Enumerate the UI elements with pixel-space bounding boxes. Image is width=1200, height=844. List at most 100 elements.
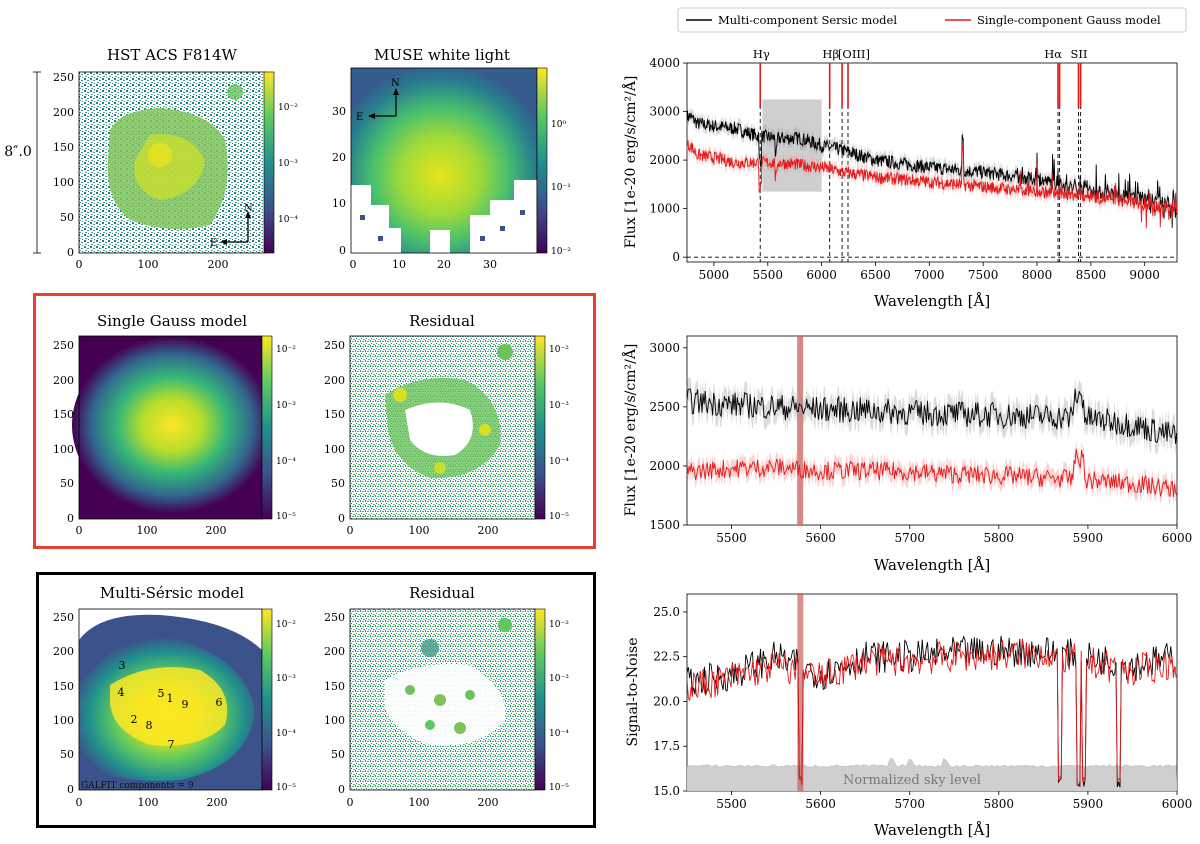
panel-sersic-model: Multi-Sérsic model 3 4 5 1 9 6 2 8 7 GAL… bbox=[53, 584, 296, 809]
spec1-ytick-3: 3000 bbox=[649, 105, 680, 119]
sersic-model-ytick-2: 100 bbox=[53, 714, 74, 727]
gauss-model-cbar-tick-0: 10⁻² bbox=[276, 345, 296, 355]
sersic-residual-cbar-tick-0: 10⁻² bbox=[549, 620, 569, 630]
sersic-model-cbar-tick-3: 10⁻⁵ bbox=[276, 783, 296, 793]
sersic-components: 3 4 5 1 9 6 2 8 7 bbox=[118, 659, 223, 751]
spec2-ytick-3: 3000 bbox=[649, 341, 680, 355]
component-label-2: 2 bbox=[131, 713, 138, 726]
hst-title: HST ACS F814W bbox=[107, 46, 238, 64]
spec1-ytick-4: 4000 bbox=[649, 56, 680, 70]
muse-compass-north: N bbox=[391, 78, 400, 89]
component-label-7: 7 bbox=[168, 738, 175, 751]
muse-cbar-tick-1: 10⁻¹ bbox=[551, 183, 571, 193]
muse-compass-east: E bbox=[356, 112, 363, 123]
spec2-xlabel: Wavelength [Å] bbox=[874, 556, 990, 574]
sersic-model-xtick-0: 0 bbox=[76, 796, 83, 809]
spec1-sersic-band bbox=[687, 104, 1177, 234]
hst-xtick-2: 200 bbox=[208, 258, 229, 271]
spec1-ytick-1: 1000 bbox=[649, 202, 680, 216]
muse-ytick-0: 0 bbox=[339, 244, 346, 257]
hst-ytick-3: 150 bbox=[53, 141, 74, 154]
spec2-xtick-1: 5600 bbox=[805, 531, 836, 545]
hst-xtick-0: 0 bbox=[76, 258, 83, 271]
hst-ytick-4: 200 bbox=[53, 106, 74, 119]
snr-sersic-line bbox=[687, 635, 1177, 788]
muse-xtick-3: 30 bbox=[483, 258, 497, 271]
panel-hst: HST ACS F814W 10⁻² 10⁻³ 10⁻⁴ 0 100 200 0… bbox=[4, 46, 298, 271]
spec1-xtick-7: 8500 bbox=[1076, 268, 1107, 282]
legend-gauss: Single-component Gauss model bbox=[977, 13, 1161, 27]
muse-xtick-2: 20 bbox=[437, 258, 451, 271]
gauss-model-ytick-4: 200 bbox=[53, 374, 74, 387]
spec1-ytick-2: 2000 bbox=[649, 153, 680, 167]
spec2-xtick-4: 5900 bbox=[1073, 531, 1104, 545]
spec3-ytick-2: 20.0 bbox=[653, 694, 680, 708]
sersic-residual-ytick-0: 0 bbox=[338, 783, 345, 796]
spec1-xtick-4: 7000 bbox=[914, 268, 945, 282]
gauss-residual-ytick-1: 50 bbox=[331, 477, 345, 490]
sersic-model-ytick-3: 150 bbox=[53, 680, 74, 693]
hst-cbar-tick-0: 10⁻² bbox=[278, 103, 298, 113]
component-label-5: 5 bbox=[158, 687, 165, 700]
multi-sersic-frame bbox=[36, 572, 596, 828]
spec3-ytick-0: 15.0 bbox=[653, 784, 680, 798]
snr-sky-level bbox=[687, 758, 1177, 791]
spec3-xlabel: Wavelength [Å] bbox=[874, 821, 990, 839]
scale-bar: 8″.0 bbox=[4, 71, 41, 254]
gauss-model-ytick-0: 0 bbox=[67, 512, 74, 525]
spec2-gauss-band bbox=[687, 440, 1177, 506]
spec2-ytick-2: 2500 bbox=[649, 400, 680, 414]
sersic-residual-xtick-0: 0 bbox=[347, 796, 354, 809]
spec1-sersic-line bbox=[687, 110, 1177, 228]
spec2-sersic-band bbox=[687, 377, 1177, 456]
muse-compass: N E bbox=[356, 78, 400, 123]
gauss-model-ytick-5: 250 bbox=[53, 339, 74, 352]
spec2-gauss-line bbox=[687, 448, 1177, 498]
sersic-model-ytick-1: 50 bbox=[60, 748, 74, 761]
gauss-model-cbar-tick-2: 10⁻⁴ bbox=[276, 457, 296, 467]
gauss-residual-ytick-3: 150 bbox=[324, 408, 345, 421]
spec2-ytick-0: 1500 bbox=[649, 518, 680, 532]
spec3-xtick-1: 5600 bbox=[805, 797, 836, 811]
sersic-model-cbar-tick-1: 10⁻³ bbox=[276, 674, 296, 684]
hst-ytick-5: 250 bbox=[53, 71, 74, 84]
spec3-ylabel: Signal-to-Noise bbox=[625, 637, 641, 746]
muse-xtick-0: 0 bbox=[350, 258, 357, 271]
spec2-sersic-line bbox=[687, 388, 1177, 444]
zoom-spectrum-chart: 5500 5600 5700 5800 5900 6000 1500 2000 2500 3000… bbox=[621, 335, 1193, 574]
sersic-residual-xtick-2: 200 bbox=[478, 796, 499, 809]
sersic-residual-ytick-2: 100 bbox=[324, 714, 345, 727]
spec2-xtick-0: 5500 bbox=[716, 531, 747, 545]
spec2-xtick-5: 6000 bbox=[1162, 531, 1193, 545]
component-label-9: 9 bbox=[182, 698, 189, 711]
muse-ytick-2: 20 bbox=[332, 151, 346, 164]
full-spectrum-chart: Hγ Hβ[OIII] Hα SII 5000 5500 6000 6500 7000 7500… bbox=[621, 47, 1178, 310]
spec1-xtick-5: 7500 bbox=[968, 268, 999, 282]
spec1-xtick-3: 6500 bbox=[860, 268, 891, 282]
panel-gauss-model: Single Gauss model 10⁻² 10⁻³ 10⁻⁴ 10⁻⁵ 0… bbox=[53, 312, 296, 537]
sersic-residual-ytick-1: 50 bbox=[331, 748, 345, 761]
spec3-xtick-5: 6000 bbox=[1162, 797, 1193, 811]
sersic-residual-ytick-5: 250 bbox=[324, 611, 345, 624]
gauss-residual-xtick-2: 200 bbox=[478, 524, 499, 537]
panel-muse: MUSE white light 10⁰ 10⁻¹ 10⁻² 0 10 20 3… bbox=[332, 46, 571, 271]
spec3-ytick-4: 25.0 bbox=[653, 605, 680, 619]
gauss-residual-xtick-0: 0 bbox=[347, 524, 354, 537]
gauss-model-xtick-1: 100 bbox=[137, 524, 158, 537]
gauss-residual-cbar-tick-2: 10⁻⁴ bbox=[549, 457, 569, 467]
gauss-model-xtick-2: 200 bbox=[206, 524, 227, 537]
component-label-3: 3 bbox=[119, 659, 126, 672]
snr-sky-annotation: Normalized sky level bbox=[843, 773, 981, 788]
emission-label-4: SII bbox=[1071, 47, 1088, 61]
hst-compass: N E bbox=[210, 203, 253, 249]
gauss-model-title: Single Gauss model bbox=[97, 312, 247, 330]
gauss-model-cbar-tick-1: 10⁻³ bbox=[276, 401, 296, 411]
hst-ytick-2: 100 bbox=[53, 176, 74, 189]
gauss-model-cbar-tick-3: 10⁻⁵ bbox=[276, 512, 296, 522]
spec3-ytick-3: 22.5 bbox=[653, 650, 680, 664]
sersic-model-cbar-tick-0: 10⁻² bbox=[276, 620, 296, 630]
single-gauss-frame bbox=[33, 293, 596, 549]
snr-sky-line bbox=[797, 594, 804, 791]
gauss-residual-ytick-4: 200 bbox=[324, 374, 345, 387]
spec1-ytick-0: 0 bbox=[672, 250, 680, 264]
